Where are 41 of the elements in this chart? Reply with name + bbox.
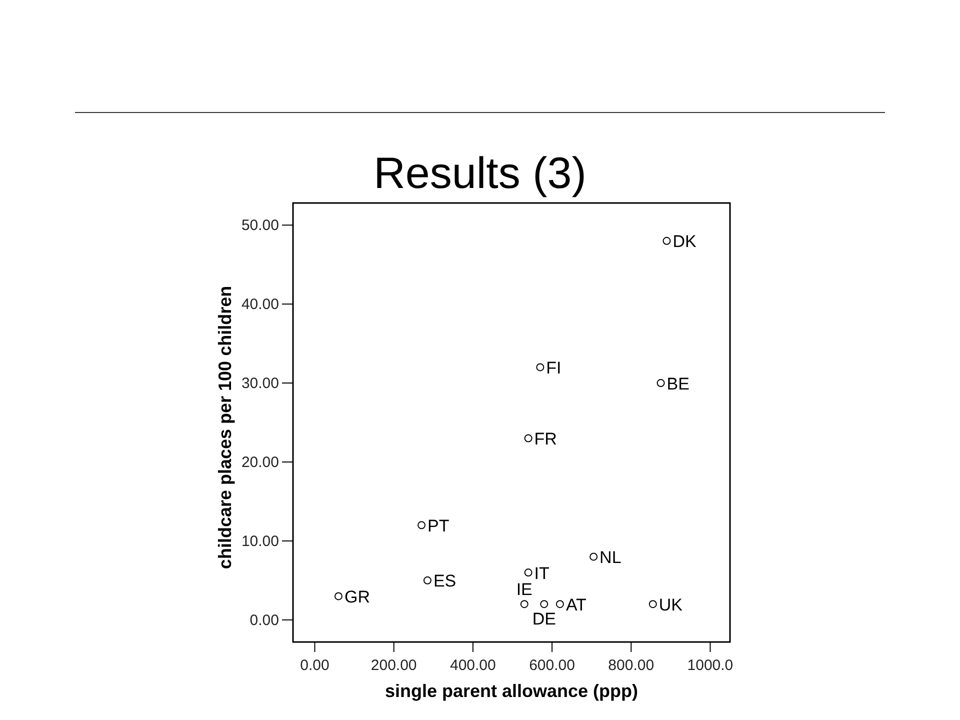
- annotation: DK: [672, 232, 697, 252]
- annotation: GR: [344, 587, 370, 606]
- annotation: IT: [534, 564, 550, 583]
- annotation: NL: [600, 548, 622, 567]
- x-tick-label: 400.00: [450, 657, 496, 674]
- annotation: DE: [532, 610, 556, 629]
- annotation: IE: [516, 580, 532, 600]
- annotation: PT: [428, 516, 450, 536]
- point: [520, 600, 528, 608]
- y-tick-label: 20.00: [241, 454, 279, 471]
- x-tick-label: 800.00: [608, 657, 654, 674]
- y-tick-label: 30.00: [241, 375, 279, 392]
- point: [536, 363, 544, 372]
- y-tick-label: 10.00: [241, 532, 279, 550]
- y-tick-label: 50.00: [241, 217, 279, 234]
- point: [656, 379, 665, 388]
- point: [334, 592, 342, 600]
- point: [524, 434, 532, 442]
- annotation: AT: [566, 595, 586, 614]
- x-tick-label: 200.00: [370, 657, 417, 674]
- x-axis-title: single parent allowance (ppp): [384, 681, 638, 701]
- point: [556, 600, 564, 608]
- annotation: ES: [433, 572, 456, 591]
- point: [648, 600, 657, 608]
- x-tick-label: 1000.0: [687, 657, 734, 674]
- annotation: FI: [546, 358, 562, 378]
- point: [423, 576, 432, 584]
- x-tick-label: 600.00: [529, 657, 575, 674]
- y-tick-label: 0.00: [250, 612, 279, 629]
- point: [662, 236, 671, 245]
- y-tick-label: 40.00: [241, 296, 279, 314]
- y-axis-title: childcare places per 100 children: [215, 286, 235, 570]
- annotation: FR: [534, 430, 557, 449]
- point: [540, 600, 548, 608]
- chart-title: Results (3): [374, 149, 586, 198]
- x-tick-label: 0.00: [300, 657, 330, 674]
- point: [590, 552, 598, 561]
- annotation: BE: [666, 374, 690, 394]
- annotation: UK: [658, 595, 684, 614]
- point: [418, 521, 426, 530]
- point: [524, 568, 532, 577]
